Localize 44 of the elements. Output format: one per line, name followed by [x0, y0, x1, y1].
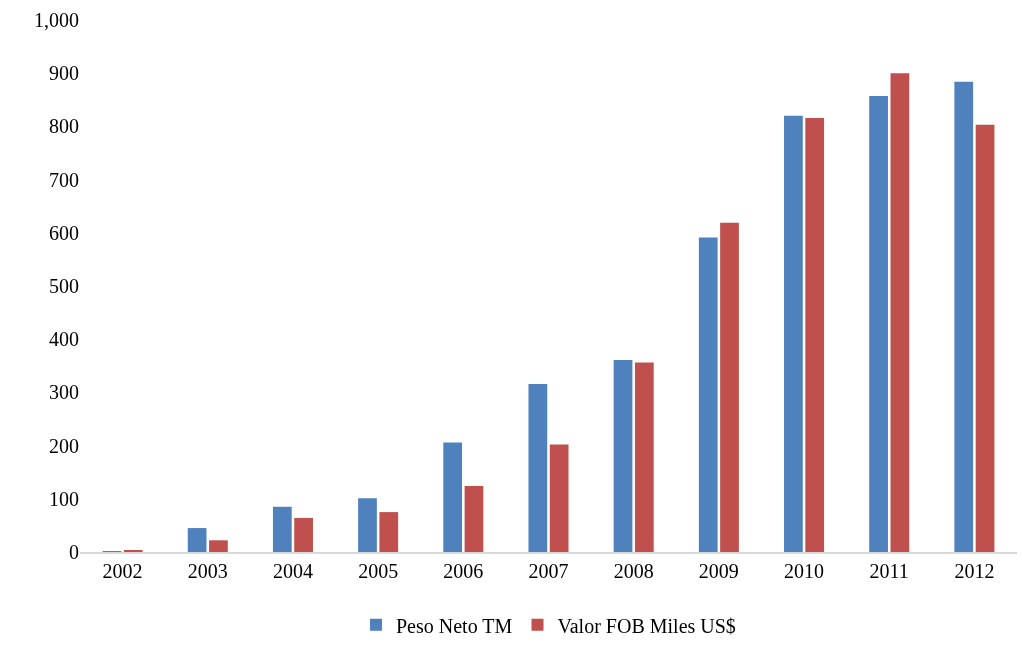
- y-tick-label: 1,000: [34, 9, 79, 31]
- bar: [869, 96, 888, 552]
- legend-label: Valor FOB Miles US$: [557, 614, 736, 637]
- bar: [187, 528, 207, 552]
- bar: [784, 115, 803, 552]
- x-tick-label: 2002: [102, 560, 143, 582]
- bar: [358, 498, 377, 552]
- y-tick-label: 200: [49, 434, 79, 457]
- bar: [954, 81, 974, 552]
- x-tick-label: 2011: [869, 560, 909, 582]
- x-tick-label: 2010: [784, 560, 825, 582]
- x-tick-label: 2006: [443, 560, 484, 582]
- bar: [613, 359, 633, 552]
- y-tick-label: 600: [49, 221, 79, 244]
- x-tick-label: 2012: [954, 560, 995, 582]
- y-tick-label: 800: [49, 115, 79, 138]
- bar: [720, 222, 739, 552]
- bar: [294, 517, 313, 552]
- y-tick-label: 500: [49, 275, 79, 297]
- x-tick-label: 2009: [698, 560, 739, 582]
- legend-label: Peso Neto TM: [396, 614, 513, 637]
- bar: [549, 444, 569, 552]
- bar: [379, 512, 399, 552]
- bar: [634, 362, 654, 552]
- x-tick-label: 2005: [358, 560, 399, 582]
- y-tick-label: 700: [49, 168, 79, 191]
- x-tick-label: 2003: [187, 560, 228, 582]
- y-tick-label: 300: [49, 381, 79, 404]
- bar: [272, 506, 292, 552]
- x-tick-label: 2004: [272, 560, 313, 582]
- bar: [698, 237, 718, 552]
- bar: [443, 442, 463, 552]
- bar: [209, 540, 228, 552]
- bar: [528, 383, 548, 552]
- x-tick-label: 2007: [528, 560, 569, 582]
- y-tick-label: 900: [49, 62, 79, 85]
- bar: [464, 486, 484, 552]
- y-tick-label: 400: [49, 328, 79, 351]
- bar: [975, 124, 995, 552]
- bar: [890, 73, 910, 552]
- x-tick-label: 2008: [613, 560, 654, 582]
- bar: [805, 117, 825, 552]
- y-tick-label: 0: [69, 541, 79, 563]
- y-tick-label: 100: [49, 487, 79, 510]
